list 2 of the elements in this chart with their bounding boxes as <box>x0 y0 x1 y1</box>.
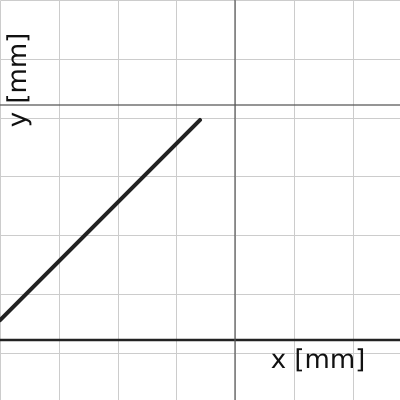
y-axis-title: y [mm] <box>3 32 33 128</box>
x-axis-title: x [mm] <box>270 345 366 375</box>
